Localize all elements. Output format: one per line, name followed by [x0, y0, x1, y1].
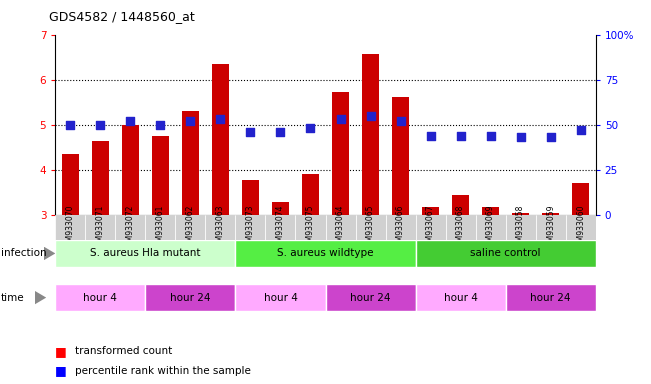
Text: hour 24: hour 24: [350, 293, 391, 303]
Bar: [62, 154, 79, 215]
Bar: [415, 215, 445, 240]
Bar: [92, 141, 109, 215]
Bar: [212, 64, 229, 215]
Bar: [55, 240, 236, 267]
Bar: [302, 174, 319, 215]
Bar: [296, 215, 326, 240]
Polygon shape: [35, 291, 46, 305]
Bar: [266, 215, 296, 240]
Bar: [506, 215, 536, 240]
Point: [275, 129, 286, 135]
Text: GSM933060: GSM933060: [576, 204, 585, 251]
Bar: [326, 284, 415, 311]
Text: GSM933071: GSM933071: [96, 204, 105, 251]
Text: GSM933074: GSM933074: [276, 204, 285, 251]
Text: saline control: saline control: [471, 248, 541, 258]
Point: [335, 116, 346, 122]
Bar: [236, 240, 415, 267]
Bar: [355, 215, 385, 240]
Point: [575, 127, 586, 133]
Text: GSM933068: GSM933068: [456, 204, 465, 251]
Text: GSM933066: GSM933066: [396, 204, 405, 251]
Bar: [145, 215, 175, 240]
Text: GSM933061: GSM933061: [156, 204, 165, 251]
Bar: [422, 207, 439, 215]
Bar: [476, 215, 506, 240]
Text: GSM933072: GSM933072: [126, 204, 135, 251]
Bar: [152, 136, 169, 215]
Bar: [182, 111, 199, 215]
Point: [365, 113, 376, 119]
Text: GSM933059: GSM933059: [546, 204, 555, 251]
Text: transformed count: transformed count: [75, 346, 172, 356]
Text: hour 4: hour 4: [264, 293, 298, 303]
Bar: [452, 195, 469, 215]
Bar: [332, 92, 349, 215]
Bar: [385, 215, 415, 240]
Point: [516, 134, 526, 141]
Bar: [122, 125, 139, 215]
Text: S. aureus Hla mutant: S. aureus Hla mutant: [90, 248, 201, 258]
Bar: [506, 284, 596, 311]
Text: ■: ■: [55, 364, 67, 377]
Bar: [566, 215, 596, 240]
Bar: [236, 284, 326, 311]
Text: GSM933062: GSM933062: [186, 204, 195, 251]
Point: [95, 122, 105, 128]
Bar: [236, 215, 266, 240]
Bar: [542, 213, 559, 215]
Bar: [85, 215, 115, 240]
Text: S. aureus wildtype: S. aureus wildtype: [277, 248, 374, 258]
Text: GSM933063: GSM933063: [216, 204, 225, 251]
Text: GSM933073: GSM933073: [246, 204, 255, 251]
Bar: [206, 215, 236, 240]
Point: [425, 132, 436, 139]
Bar: [175, 215, 206, 240]
Point: [125, 118, 135, 124]
Polygon shape: [44, 247, 55, 260]
Text: GSM933067: GSM933067: [426, 204, 435, 251]
Text: hour 4: hour 4: [83, 293, 117, 303]
Bar: [572, 182, 589, 215]
Point: [186, 118, 196, 124]
Bar: [272, 202, 289, 215]
Bar: [115, 215, 145, 240]
Bar: [536, 215, 566, 240]
Text: GSM933075: GSM933075: [306, 204, 315, 251]
Bar: [362, 54, 379, 215]
Text: GSM933069: GSM933069: [486, 204, 495, 251]
Bar: [55, 284, 145, 311]
Text: GSM933058: GSM933058: [516, 204, 525, 251]
Point: [546, 134, 556, 141]
Point: [395, 118, 406, 124]
Bar: [393, 97, 409, 215]
Text: ■: ■: [55, 345, 67, 358]
Text: infection: infection: [1, 248, 46, 258]
Bar: [445, 215, 476, 240]
Bar: [55, 215, 85, 240]
Text: GSM933064: GSM933064: [336, 204, 345, 251]
Bar: [242, 180, 258, 215]
Bar: [512, 213, 529, 215]
Text: GSM933065: GSM933065: [366, 204, 375, 251]
Point: [215, 116, 226, 122]
Point: [456, 132, 466, 139]
Point: [245, 129, 256, 135]
Text: time: time: [1, 293, 24, 303]
Point: [305, 125, 316, 131]
Point: [486, 132, 496, 139]
Text: GSM933070: GSM933070: [66, 204, 75, 251]
Point: [155, 122, 165, 128]
Bar: [415, 240, 596, 267]
Bar: [145, 284, 236, 311]
Bar: [326, 215, 355, 240]
Point: [65, 122, 76, 128]
Text: percentile rank within the sample: percentile rank within the sample: [75, 366, 251, 376]
Text: GDS4582 / 1448560_at: GDS4582 / 1448560_at: [49, 10, 195, 23]
Text: hour 4: hour 4: [443, 293, 478, 303]
Bar: [482, 207, 499, 215]
Bar: [415, 284, 506, 311]
Text: hour 24: hour 24: [531, 293, 571, 303]
Text: hour 24: hour 24: [170, 293, 211, 303]
